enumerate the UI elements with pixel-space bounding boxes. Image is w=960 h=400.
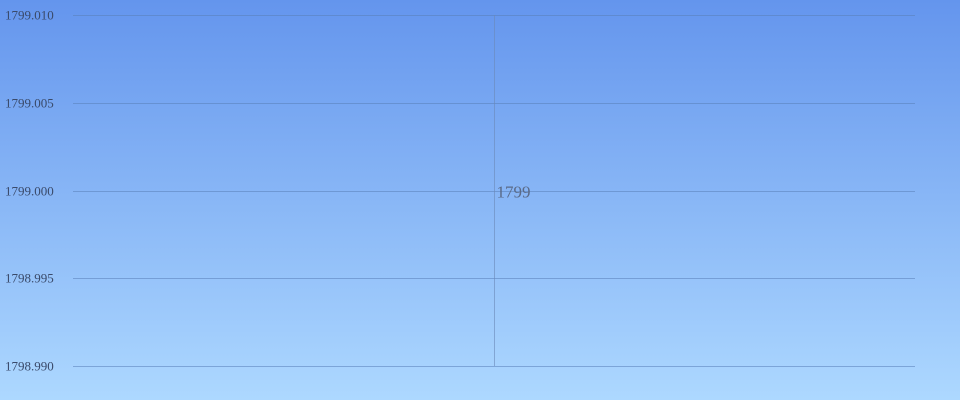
y-tick-label: 1798.990 (5, 359, 54, 374)
y-tick-label: 1799.000 (5, 184, 54, 199)
y-axis-tick-labels: 1799.010 1799.005 1799.000 1798.995 1798.990 (5, 8, 54, 374)
y-tick-label: 1799.010 (5, 8, 54, 23)
y-tick-label: 1799.005 (5, 96, 54, 111)
data-point-labels: 1799 (497, 183, 531, 202)
y-tick-label: 1798.995 (5, 271, 54, 286)
data-point-label: 1799 (497, 183, 531, 202)
